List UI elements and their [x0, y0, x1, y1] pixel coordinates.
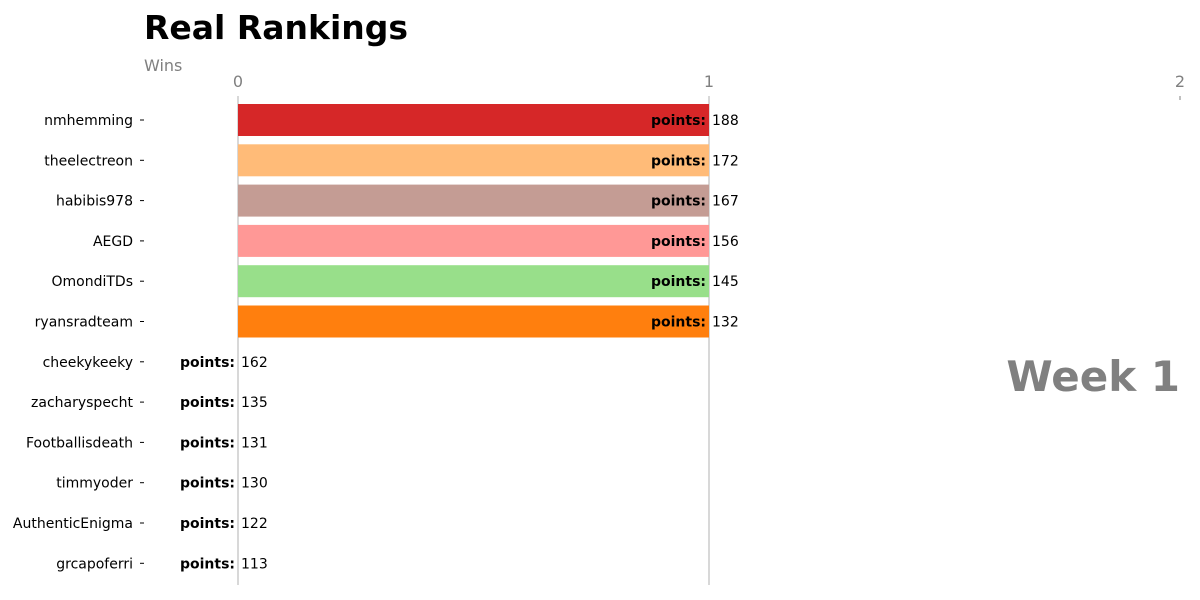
category-label: Footballisdeath [26, 435, 133, 451]
points-prefix-label: points: [180, 516, 235, 532]
points-value-label: 156 [712, 234, 739, 250]
bar [238, 144, 709, 177]
points-value-label: 167 [712, 194, 739, 210]
bar [238, 184, 709, 217]
category-label: nmhemming [44, 113, 133, 129]
points-prefix-label: points: [651, 194, 706, 210]
points-prefix-label: points: [180, 395, 235, 411]
category-label: cheekykeeky [43, 355, 133, 371]
points-value-label: 132 [712, 315, 739, 331]
points-prefix-label: points: [180, 355, 235, 371]
points-prefix-label: points: [180, 556, 235, 572]
points-value-label: 145 [712, 274, 739, 290]
points-value-label: 135 [241, 395, 268, 411]
points-value-label: 162 [241, 355, 268, 371]
points-value-label: 131 [241, 435, 268, 451]
bar [238, 224, 709, 257]
chart-title: Real Rankings [144, 8, 409, 47]
points-value-label: 188 [712, 113, 739, 129]
category-label: OmondiTDs [52, 274, 134, 290]
x-tick-label: 1 [704, 72, 714, 91]
category-label: AEGD [93, 234, 133, 250]
category-label: theelectreon [44, 153, 133, 169]
points-value-label: 122 [241, 516, 268, 532]
category-label: timmyoder [56, 476, 133, 492]
x-tick-label: 0 [233, 72, 243, 91]
category-label: zacharyspecht [31, 395, 133, 411]
points-prefix-label: points: [651, 113, 706, 129]
chart-subtitle: Wins [144, 56, 183, 75]
bar [238, 305, 709, 338]
x-tick-label: 2 [1175, 72, 1185, 91]
category-label: AuthenticEnigma [13, 516, 133, 532]
bar [238, 265, 709, 298]
points-prefix-label: points: [651, 234, 706, 250]
points-prefix-label: points: [651, 153, 706, 169]
points-prefix-label: points: [180, 435, 235, 451]
week-label: Week 1 [1006, 352, 1180, 401]
points-prefix-label: points: [180, 476, 235, 492]
points-value-label: 113 [241, 556, 268, 572]
bar [238, 104, 709, 136]
category-label: grcapoferri [56, 556, 133, 572]
category-label: habibis978 [56, 194, 133, 210]
category-label: ryansradteam [35, 315, 133, 331]
points-prefix-label: points: [651, 274, 706, 290]
points-value-label: 172 [712, 153, 739, 169]
points-prefix-label: points: [651, 315, 706, 331]
points-value-label: 130 [241, 476, 268, 492]
